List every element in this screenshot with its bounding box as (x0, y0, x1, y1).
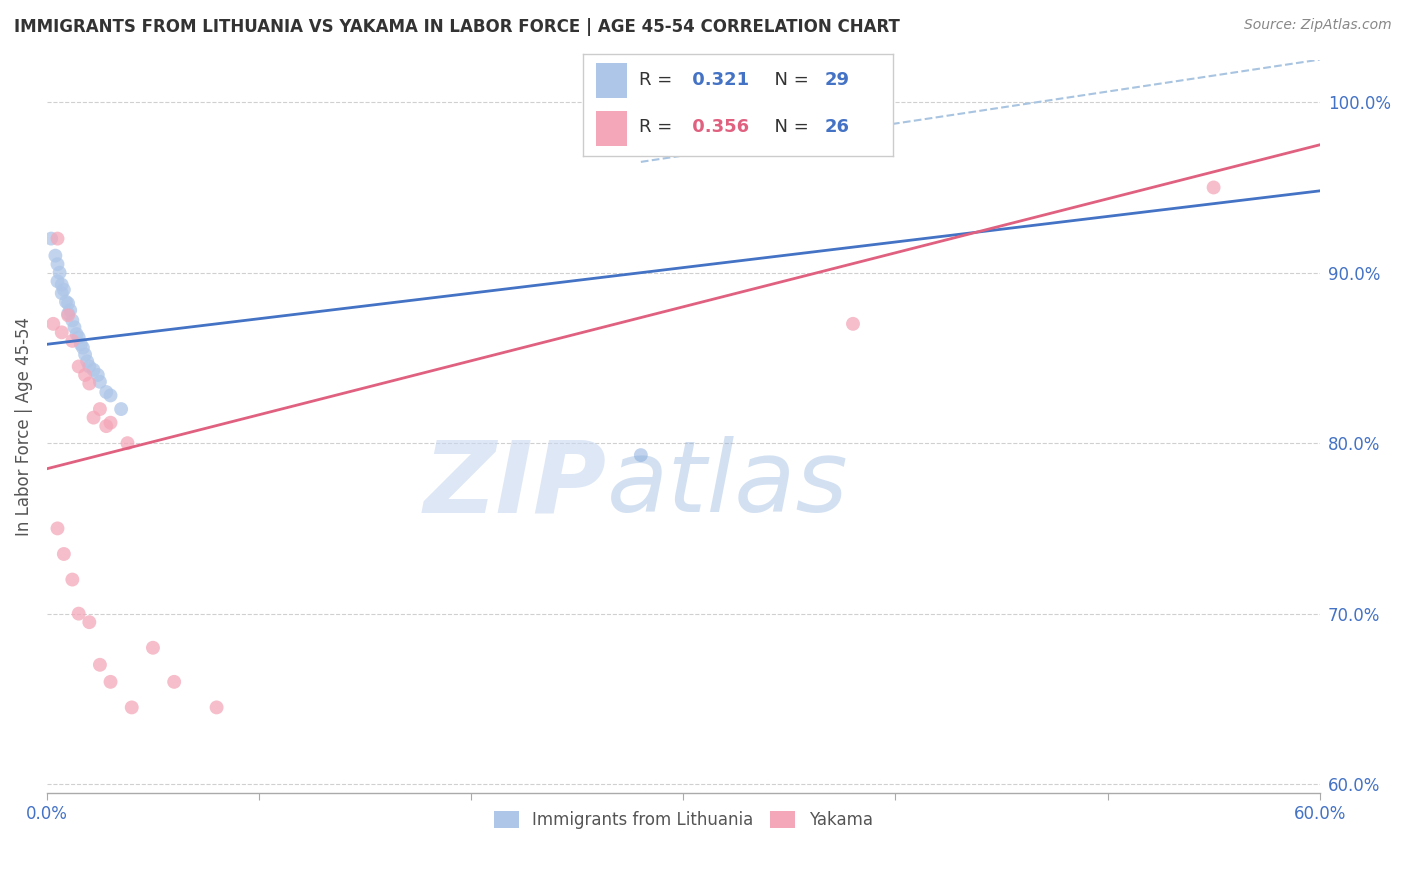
Text: Source: ZipAtlas.com: Source: ZipAtlas.com (1244, 18, 1392, 32)
Point (56, 307, 79, 321)
Point (79, 615, 101, 630)
Text: R =: R = (640, 71, 678, 89)
Point (117, 436, 139, 450)
Point (100, 416, 122, 430)
Point (46, 257, 69, 271)
Point (630, 448, 652, 462)
Point (76, 354, 98, 368)
Point (100, 674, 122, 689)
Point (60, 334, 83, 348)
Text: 29: 29 (825, 71, 849, 89)
Point (51, 286, 73, 301)
Point (59, 303, 82, 318)
Text: 0.356: 0.356 (686, 119, 748, 136)
Legend: Immigrants from Lithuania, Yakama: Immigrants from Lithuania, Yakama (488, 804, 879, 836)
Bar (596, 111, 627, 145)
Point (56, 296, 79, 310)
Point (100, 388, 122, 402)
Point (55, 294, 77, 309)
Point (96, 384, 118, 399)
Point (75, 347, 97, 361)
Point (48, 266, 70, 280)
Point (46, 231, 69, 245)
Point (69, 337, 91, 351)
Point (67, 330, 90, 344)
Point (46, 274, 69, 288)
Point (52, 283, 75, 297)
Text: N =: N = (763, 71, 814, 89)
Text: R =: R = (640, 119, 678, 136)
Y-axis label: In Labor Force | Age 45-54: In Labor Force | Age 45-54 (15, 317, 32, 535)
Point (67, 359, 90, 374)
Point (842, 95, 865, 110)
Point (46, 521, 69, 535)
Point (67, 607, 90, 621)
Point (60, 313, 83, 327)
Point (842, 317, 865, 331)
Point (83, 410, 105, 425)
Text: atlas: atlas (607, 436, 849, 533)
Text: 26: 26 (825, 119, 849, 136)
Point (65, 327, 87, 342)
Text: ZIP: ZIP (425, 436, 607, 533)
Point (60, 573, 83, 587)
Point (110, 402, 132, 417)
Point (56, 308, 79, 322)
Point (72, 341, 94, 355)
Point (96, 419, 118, 434)
Point (87, 368, 110, 382)
Point (79, 359, 101, 374)
Point (205, 700, 228, 714)
Point (42, 317, 65, 331)
Bar (596, 62, 627, 97)
Point (39, 231, 62, 245)
Text: 0.321: 0.321 (686, 71, 748, 89)
Text: IMMIGRANTS FROM LITHUANIA VS YAKAMA IN LABOR FORCE | AGE 45-54 CORRELATION CHART: IMMIGRANTS FROM LITHUANIA VS YAKAMA IN L… (14, 18, 900, 36)
Point (83, 363, 105, 377)
Point (163, 674, 186, 689)
Text: N =: N = (763, 119, 814, 136)
Point (44, 249, 66, 263)
Point (52, 547, 75, 561)
Point (1202, 180, 1225, 194)
Point (51, 326, 73, 340)
Point (63, 320, 86, 334)
Point (121, 700, 143, 714)
Point (79, 376, 101, 391)
Point (89, 657, 111, 672)
Point (142, 640, 165, 655)
Point (89, 375, 111, 389)
Point (89, 402, 111, 417)
Point (51, 277, 73, 292)
Point (75, 368, 97, 382)
